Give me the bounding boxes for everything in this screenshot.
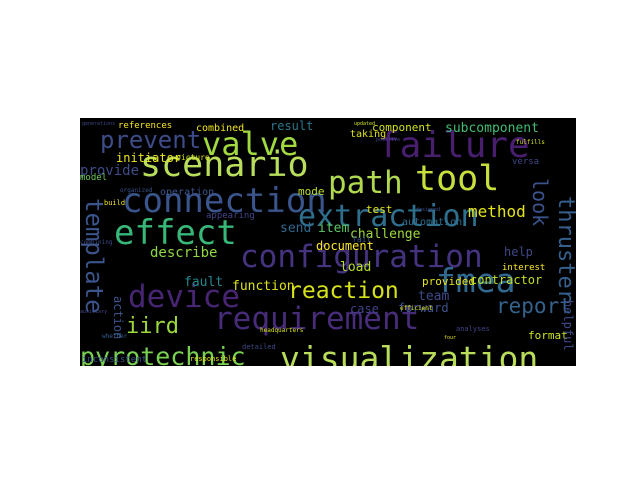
word-document: document [316,239,374,253]
word-detailed: detailed [242,343,276,351]
word-load: load [340,260,372,275]
word-report: report [496,294,572,318]
word-combined: combined [196,123,245,134]
word-interest: interest [502,263,546,273]
word-describe: describe [150,245,218,261]
word-component: component [372,121,432,134]
word-send: send [280,221,312,236]
word-mode: mode [298,185,325,198]
word-auxiliary: auxiliary [80,309,108,315]
word-taking: taking [350,129,387,140]
word-action: action [111,296,125,340]
word-headquarters: headquarters [260,327,304,334]
word-thruster: thruster [553,196,576,302]
word-reaction: reaction [288,278,399,304]
word-automation: automation [402,217,463,228]
word-helpful: helpful [561,300,575,351]
word-versa: versa [512,157,540,167]
word-tool: tool [415,159,500,199]
word-provide: provide [80,163,140,179]
word-references: references [118,121,173,131]
word-build: build [104,199,126,207]
word-scenario: scenario [140,145,309,185]
word-whether: whether [102,333,128,340]
word-operation: operation [160,187,215,198]
word-look: look [528,178,552,227]
word-visualization: visualization [280,339,539,366]
word-device: device [128,279,240,315]
word-team: team [418,289,450,304]
word-failure: failure [378,125,530,166]
word-appearing: appearing [206,211,255,221]
word-four: four [444,335,457,341]
word-valve: valve [202,125,299,163]
word-analyses: analyses [456,325,490,333]
word-connection: connection [122,181,327,221]
word-format: format [528,329,568,342]
word-method: method [468,202,526,221]
word-inconsistent: inconsistent [82,355,148,365]
word-contractor: contractor [470,273,543,287]
word-extraction: extraction [298,199,479,234]
word-effect: effect [114,213,237,253]
word-cloud: visualization configuration extraction conn… [80,118,576,366]
word-fmea: fmea [436,261,516,300]
word-subcomponent: subcomponent [445,121,539,136]
word-fault: fault [184,275,224,290]
word-fail: fail [352,235,372,244]
word-result: result [270,119,314,133]
word-path: path [328,165,403,201]
word-initiator: initiator [116,151,182,165]
word-prevent: prevent [100,126,202,154]
word-help: help [504,245,533,259]
word-item: item [318,221,350,236]
word-fulfills: fulfills [516,139,545,146]
word-model: model [80,173,108,183]
word-responsible: responsible [190,355,237,363]
word-function: function [232,279,295,294]
word-iird: iird [126,314,179,339]
word-picture: picture [176,153,210,162]
word-requirement: requirement [214,301,420,337]
word-organized: organized [120,187,153,194]
word-case: case [350,302,379,316]
word-combining: combining [80,239,113,246]
word-forward: forward [398,301,449,315]
word-positive: positive [376,137,401,143]
word-template: template [80,198,108,314]
word-updated: updated [354,121,376,127]
word-pyrotechnic: pyrotechnic [80,342,246,366]
word-test: test [366,203,393,216]
word-designed: designed [416,207,441,213]
word-generations: generations [82,121,116,127]
word-provided: provided [422,275,475,288]
word-configuration: configuration [240,239,483,275]
word-challenge: challenge [350,227,421,242]
word-efficient: efficient [400,305,433,312]
